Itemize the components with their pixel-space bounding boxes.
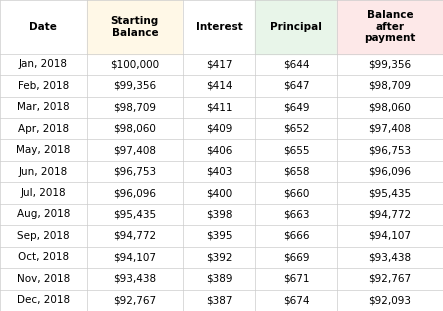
Text: $95,435: $95,435	[369, 188, 412, 198]
Text: $387: $387	[206, 295, 232, 305]
Text: Interest: Interest	[196, 22, 242, 32]
Text: $93,438: $93,438	[113, 274, 156, 284]
Bar	[183, 0, 255, 53]
Text: $414: $414	[206, 81, 232, 91]
Bar	[0, 0, 87, 53]
Text: $96,096: $96,096	[113, 188, 156, 198]
Text: Sep, 2018: Sep, 2018	[17, 231, 70, 241]
Text: $94,107: $94,107	[113, 253, 156, 262]
Text: $96,753: $96,753	[369, 145, 412, 155]
Text: $671: $671	[283, 274, 309, 284]
Text: $92,767: $92,767	[369, 274, 412, 284]
Text: $99,356: $99,356	[113, 81, 156, 91]
Text: $647: $647	[283, 81, 309, 91]
Text: $97,408: $97,408	[369, 124, 412, 134]
Text: $660: $660	[283, 188, 309, 198]
Text: Nov, 2018: Nov, 2018	[17, 274, 70, 284]
Text: $409: $409	[206, 124, 232, 134]
Text: Apr, 2018: Apr, 2018	[18, 124, 69, 134]
Text: $92,093: $92,093	[369, 295, 412, 305]
Text: Jan, 2018: Jan, 2018	[19, 59, 68, 69]
Text: $96,096: $96,096	[369, 167, 412, 177]
Text: Feb, 2018: Feb, 2018	[18, 81, 69, 91]
Text: $98,060: $98,060	[369, 102, 412, 112]
Text: $658: $658	[283, 167, 309, 177]
Bar	[255, 0, 337, 53]
Text: $93,438: $93,438	[369, 253, 412, 262]
Text: $94,107: $94,107	[369, 231, 412, 241]
Text: $95,435: $95,435	[113, 210, 156, 220]
Text: $92,767: $92,767	[113, 295, 156, 305]
Text: Aug, 2018: Aug, 2018	[17, 210, 70, 220]
Text: $644: $644	[283, 59, 309, 69]
Text: $400: $400	[206, 188, 232, 198]
Text: $96,753: $96,753	[113, 167, 156, 177]
Text: $398: $398	[206, 210, 232, 220]
Bar	[337, 0, 443, 53]
Text: $411: $411	[206, 102, 232, 112]
Text: $417: $417	[206, 59, 232, 69]
Text: $666: $666	[283, 231, 309, 241]
Text: $94,772: $94,772	[113, 231, 156, 241]
Text: $100,000: $100,000	[110, 59, 159, 69]
Text: $392: $392	[206, 253, 232, 262]
Text: May, 2018: May, 2018	[16, 145, 70, 155]
Text: Jul, 2018: Jul, 2018	[20, 188, 66, 198]
Text: $98,709: $98,709	[113, 102, 156, 112]
Text: Dec, 2018: Dec, 2018	[17, 295, 70, 305]
Text: $674: $674	[283, 295, 309, 305]
Text: $98,709: $98,709	[369, 81, 412, 91]
Text: Balance
after
payment: Balance after payment	[364, 10, 416, 44]
Text: $669: $669	[283, 253, 309, 262]
Text: $94,772: $94,772	[369, 210, 412, 220]
Bar	[87, 0, 183, 53]
Text: Date: Date	[29, 22, 57, 32]
Text: Mar, 2018: Mar, 2018	[17, 102, 70, 112]
Text: $663: $663	[283, 210, 309, 220]
Text: Starting
Balance: Starting Balance	[111, 16, 159, 38]
Text: $395: $395	[206, 231, 232, 241]
Text: Principal: Principal	[270, 22, 322, 32]
Text: $406: $406	[206, 145, 232, 155]
Text: $655: $655	[283, 145, 309, 155]
Text: $652: $652	[283, 124, 309, 134]
Text: Oct, 2018: Oct, 2018	[18, 253, 69, 262]
Text: $98,060: $98,060	[113, 124, 156, 134]
Text: $99,356: $99,356	[369, 59, 412, 69]
Text: $649: $649	[283, 102, 309, 112]
Text: $389: $389	[206, 274, 232, 284]
Text: Jun, 2018: Jun, 2018	[19, 167, 68, 177]
Text: $403: $403	[206, 167, 232, 177]
Text: $97,408: $97,408	[113, 145, 156, 155]
